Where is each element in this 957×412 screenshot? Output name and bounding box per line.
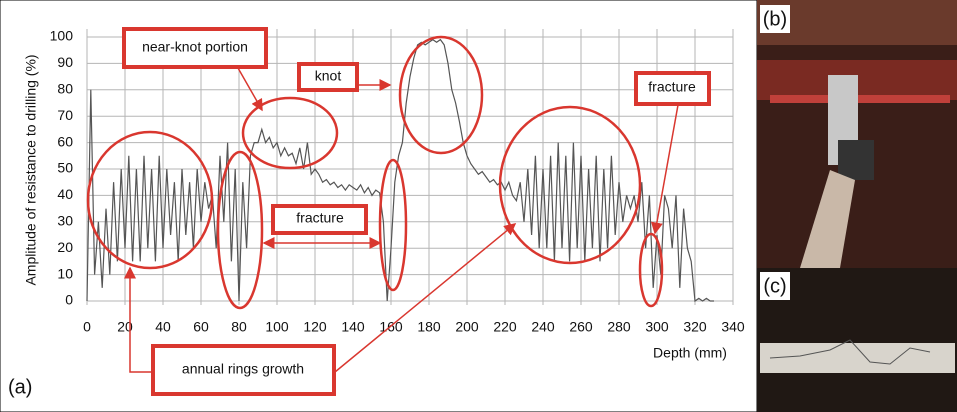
photo-c: (c) — [757, 268, 957, 412]
x-tick-label: 220 — [493, 319, 517, 335]
x-tick-label: 100 — [265, 319, 289, 335]
y-tick-label: 90 — [57, 54, 73, 70]
x-tick-label: 260 — [569, 319, 593, 335]
annotation: annual rings growth — [182, 361, 304, 377]
y-tick-label: 80 — [57, 81, 73, 97]
x-tick-label: 320 — [683, 319, 707, 335]
y-tick-label: 10 — [57, 265, 73, 281]
x-tick-label: 280 — [607, 319, 631, 335]
x-tick-label: 60 — [193, 319, 209, 335]
annotation: fracture — [648, 79, 696, 95]
panel-label: (a) — [8, 376, 32, 398]
x-axis-label: Depth (mm) — [653, 345, 727, 361]
y-tick-label: 50 — [57, 160, 73, 176]
x-tick-label: 40 — [155, 319, 171, 335]
x-tick-label: 0 — [83, 319, 91, 335]
y-tick-label: 20 — [57, 239, 73, 255]
x-tick-label: 140 — [341, 319, 365, 335]
annotation: fracture — [296, 210, 344, 226]
annotation: knot — [315, 68, 342, 84]
panel-label: (c) — [763, 275, 786, 297]
annotation: near-knot portion — [142, 39, 248, 55]
y-tick-label: 60 — [57, 133, 73, 149]
photo-b: (b) — [757, 0, 957, 268]
y-tick-label: 100 — [50, 28, 74, 44]
x-tick-label: 340 — [721, 319, 745, 335]
x-tick-label: 300 — [645, 319, 669, 335]
y-axis-label: Amplitude of resistance to drilling (%) — [23, 54, 39, 285]
y-tick-label: 40 — [57, 186, 73, 202]
x-tick-label: 240 — [531, 319, 555, 335]
y-tick-label: 30 — [57, 213, 73, 229]
x-tick-label: 200 — [455, 319, 479, 335]
y-tick-label: 70 — [57, 107, 73, 123]
x-tick-label: 180 — [417, 319, 441, 335]
x-tick-label: 120 — [303, 319, 327, 335]
x-tick-label: 80 — [231, 319, 247, 335]
figure: 0102030405060708090100020406080100120140… — [0, 0, 957, 412]
y-tick-label: 0 — [65, 292, 73, 308]
panel-label: (b) — [763, 8, 787, 30]
